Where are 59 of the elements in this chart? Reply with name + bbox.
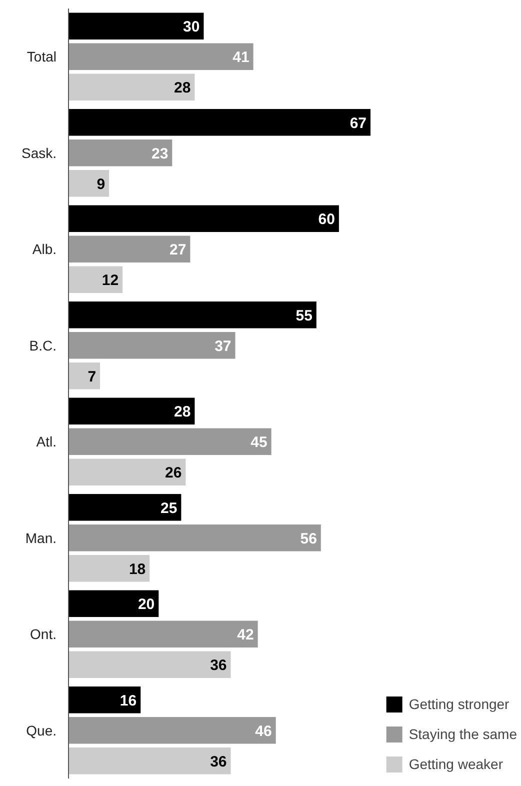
data-label: 9 [96, 176, 106, 193]
bar [68, 301, 316, 328]
data-label: 18 [128, 560, 146, 578]
data-label: 60 [318, 211, 335, 228]
y-tick-label: Que. [26, 722, 57, 738]
y-tick-label: B.C. [29, 337, 57, 354]
data-label: 20 [138, 596, 155, 614]
bar [68, 554, 150, 582]
data-label: 45 [250, 434, 268, 452]
bar [68, 236, 190, 263]
legend-label: Getting stronger [408, 696, 510, 712]
bar [68, 620, 258, 648]
bar [68, 428, 272, 456]
data-label: 42 [237, 626, 254, 644]
y-tick-label: Total [26, 48, 57, 65]
bar [68, 12, 204, 40]
bar [68, 43, 254, 70]
bar [68, 332, 236, 359]
bar [68, 139, 172, 166]
y-tick-label: Man. [25, 530, 56, 546]
bar [68, 398, 195, 425]
data-label: 28 [174, 404, 191, 421]
data-label: 28 [174, 80, 191, 97]
legend-label: Staying the same [408, 726, 517, 742]
y-tick-label: Alb. [32, 241, 56, 258]
data-label: 30 [183, 18, 200, 36]
data-label: 56 [300, 530, 317, 548]
data-label: 67 [350, 114, 367, 132]
y-tick-label: Ont. [30, 626, 57, 642]
data-label: 26 [165, 464, 182, 482]
bar [68, 651, 231, 678]
data-label: 37 [214, 338, 232, 355]
bar [68, 362, 100, 390]
data-label: 55 [296, 307, 312, 324]
data-label: 27 [170, 242, 186, 259]
bar [68, 458, 186, 486]
y-tick-label: Sask. [21, 144, 56, 161]
bar [68, 266, 123, 294]
bar [68, 524, 321, 552]
data-label: 7 [88, 368, 96, 386]
bar [68, 74, 195, 101]
data-label: 46 [255, 722, 272, 740]
data-label: 23 [151, 145, 168, 162]
bar [68, 494, 182, 521]
data-label: 36 [210, 753, 227, 770]
data-label: 12 [102, 272, 119, 290]
bar [68, 170, 110, 197]
data-label: 25 [160, 500, 178, 517]
bar [68, 108, 370, 136]
data-label: 41 [232, 49, 250, 66]
bar [68, 590, 159, 618]
data-label: 16 [120, 692, 137, 710]
bar [68, 716, 276, 744]
legend-label: Getting weaker [408, 756, 503, 772]
data-label: 36 [210, 657, 227, 674]
bar [68, 747, 231, 774]
bar [68, 686, 141, 714]
y-tick-label: Atl. [36, 434, 57, 450]
bar [68, 205, 339, 232]
